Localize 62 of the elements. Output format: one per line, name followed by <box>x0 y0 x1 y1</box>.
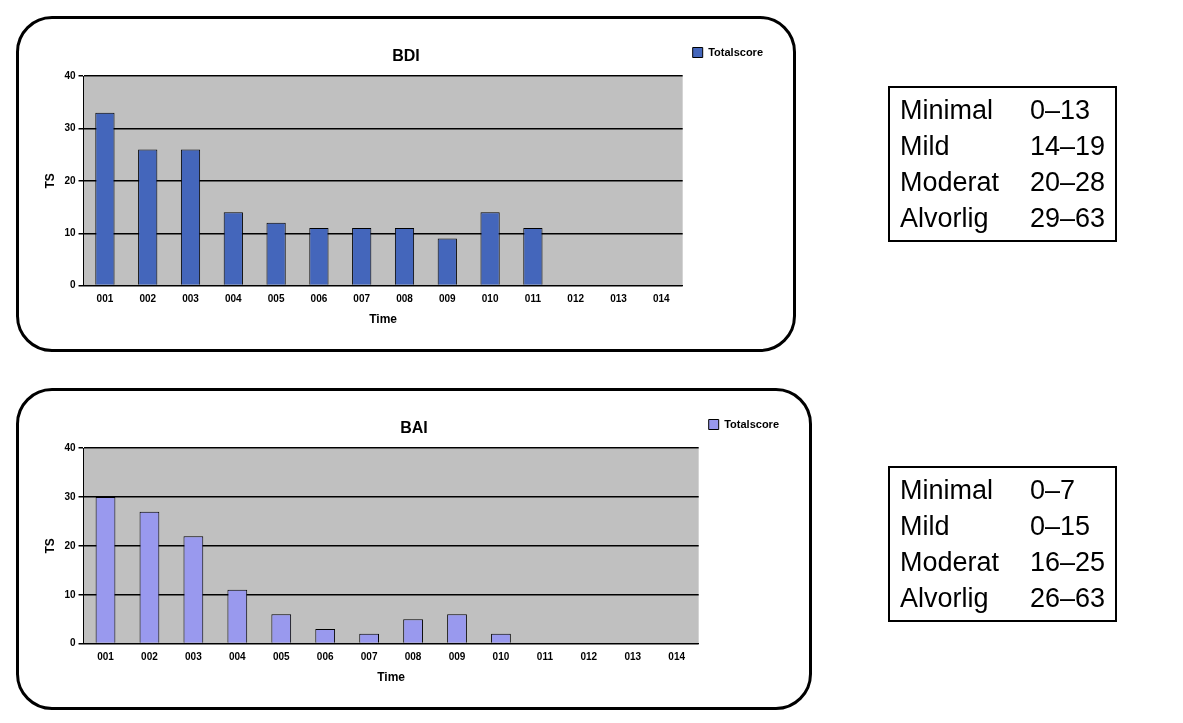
x-tick-label: 006 <box>310 293 328 305</box>
x-tick-label: 002 <box>141 651 159 663</box>
x-axis-title: Time <box>369 312 398 327</box>
x-tick-label: 003 <box>182 293 200 305</box>
y-tick-label: 30 <box>64 122 76 134</box>
text: 20–28 <box>1030 166 1106 199</box>
x-tick-label: 010 <box>492 651 510 663</box>
text: Minimal <box>900 94 994 127</box>
x-tick-label: 013 <box>624 651 642 663</box>
x-tick-label: 009 <box>448 651 466 663</box>
x-tick-label: 011 <box>536 651 554 663</box>
text: Mild <box>900 510 951 543</box>
text: Alvorlig <box>900 582 990 615</box>
y-tick-label: 0 <box>69 279 76 291</box>
text: 0–13 <box>1030 94 1091 127</box>
x-tick-label: 004 <box>224 293 243 305</box>
text: 16–25 <box>1030 546 1106 579</box>
x-tick-label: 005 <box>272 651 291 663</box>
y-axis-title: TS <box>42 538 57 554</box>
x-tick-label: 009 <box>438 293 457 305</box>
chart-title: BAI <box>400 419 428 437</box>
y-axis-title: TS <box>42 173 57 189</box>
text: 29–63 <box>1030 202 1106 235</box>
x-tick-label: 003 <box>185 651 203 663</box>
text: Alvorlig <box>900 202 990 235</box>
chart-title: BDI <box>392 47 420 65</box>
x-tick-label: 010 <box>481 293 499 305</box>
x-tick-label: 007 <box>360 651 378 663</box>
x-tick-label: 008 <box>396 293 414 305</box>
y-tick-label: 20 <box>64 174 76 186</box>
text: Minimal <box>900 474 994 507</box>
x-tick-label: 011 <box>524 293 542 305</box>
x-tick-label: 007 <box>353 293 371 305</box>
text: Mild <box>900 130 951 163</box>
text: 0–7 <box>1030 474 1076 507</box>
x-tick-label: 013 <box>610 293 628 305</box>
text: 0–15 <box>1030 510 1091 543</box>
x-tick-label: 014 <box>668 651 686 663</box>
x-tick-label: 001 <box>97 651 115 663</box>
y-tick-label: 10 <box>64 588 76 600</box>
x-tick-label: 014 <box>652 293 671 305</box>
y-tick-label: 40 <box>64 69 76 81</box>
x-tick-label: 001 <box>96 293 114 305</box>
x-tick-label: 008 <box>404 651 422 663</box>
x-axis-title: Time <box>377 670 406 685</box>
y-tick-label: 20 <box>64 539 76 551</box>
x-tick-label: 005 <box>267 293 285 305</box>
x-tick-label: 006 <box>316 651 334 663</box>
y-tick-label: 40 <box>64 441 76 453</box>
text: Moderat <box>900 546 1001 579</box>
y-tick-label: 0 <box>69 637 76 649</box>
text: 26–63 <box>1030 582 1106 615</box>
legend-label: Totalscore <box>724 417 779 430</box>
x-tick-label: 012 <box>580 651 598 663</box>
x-tick-label: 002 <box>139 293 157 305</box>
legend-label: Totalscore <box>708 45 763 58</box>
y-tick-label: 10 <box>64 227 76 238</box>
x-tick-label: 004 <box>228 651 247 663</box>
text: 14–19 <box>1030 130 1106 163</box>
text: Moderat <box>900 166 1001 199</box>
x-tick-label: 012 <box>567 293 585 305</box>
y-tick-label: 30 <box>64 490 76 502</box>
